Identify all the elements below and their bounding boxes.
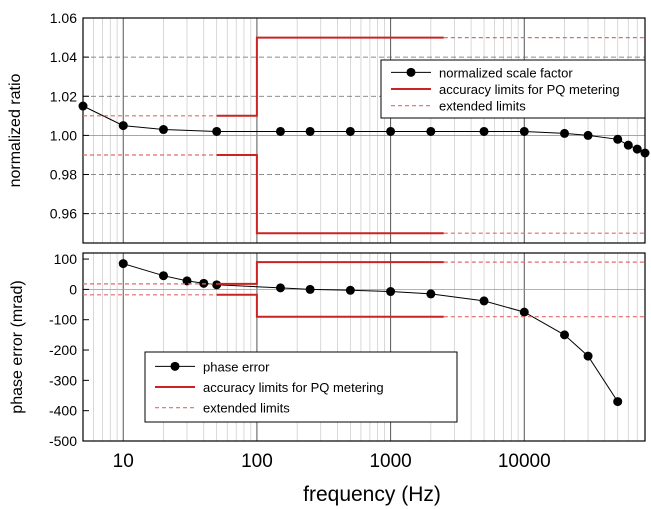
- y-tick-label: 0.96: [50, 206, 77, 222]
- y-tick-label: 0: [69, 281, 77, 297]
- y-axis-label: phase error (mrad): [9, 280, 26, 413]
- accuracy-limit-line: [216, 154, 444, 235]
- data-point: [623, 140, 633, 150]
- plot-frame: [82, 17, 646, 244]
- data-point: [212, 126, 222, 136]
- data-point: [519, 126, 529, 136]
- y-tick-label: 1.04: [50, 49, 77, 65]
- data-point: [479, 296, 489, 306]
- legend-label: accuracy limits for PQ metering: [439, 82, 620, 97]
- data-point: [640, 148, 650, 158]
- data-point: [275, 283, 285, 293]
- data-point: [426, 126, 436, 136]
- legend-marker-sample: [406, 67, 416, 77]
- x-tick-label: 100: [241, 451, 273, 472]
- data-point: [560, 128, 570, 138]
- accuracy-limit-line: [216, 36, 444, 117]
- data-point: [386, 287, 396, 297]
- y-tick-label: 1.06: [50, 10, 77, 26]
- y-tick-label: -500: [49, 433, 77, 449]
- data-point: [426, 289, 436, 299]
- data-point: [583, 351, 593, 361]
- data-point: [613, 134, 623, 144]
- data-point: [158, 271, 168, 281]
- legend-label: phase error: [203, 359, 270, 374]
- data-point: [118, 121, 128, 131]
- y-tick-label: -200: [49, 342, 77, 358]
- data-point: [583, 130, 593, 140]
- y-tick-label: -400: [49, 403, 77, 419]
- data-point: [275, 126, 285, 136]
- accuracy-limit-line: [216, 261, 444, 285]
- data-point: [632, 144, 642, 154]
- y-axis-label: normalized ratio: [7, 73, 24, 187]
- data-point: [519, 307, 529, 317]
- data-point: [386, 126, 396, 136]
- accuracy-limit-line: [216, 293, 444, 318]
- legend-marker-sample: [170, 361, 180, 371]
- legend-label: accuracy limits for PQ metering: [203, 380, 384, 395]
- plot-frame: [82, 252, 646, 442]
- y-tick-label: 100: [54, 251, 78, 267]
- legend-box: [144, 351, 458, 423]
- data-point: [182, 276, 192, 286]
- x-tick-label: 1000: [369, 451, 411, 472]
- normalized-ratio-chart: 1.06 1.04 1.02 1.00 0.98 0.96 normalized ratio…: [7, 10, 650, 244]
- data-point: [560, 330, 570, 340]
- data-point: [479, 126, 489, 136]
- y-tick-label: 1.02: [50, 88, 77, 104]
- legend-label: extended limits: [203, 401, 290, 416]
- data-point: [118, 259, 128, 269]
- y-tick-label: -100: [49, 312, 77, 328]
- y-tick-label: 0.98: [50, 167, 77, 183]
- data-point: [613, 397, 623, 407]
- data-point: [78, 101, 88, 111]
- y-tick-label: -300: [49, 372, 77, 388]
- data-point: [305, 126, 315, 136]
- y-tick-label: 1.00: [50, 127, 77, 143]
- x-tick-label: 10: [113, 451, 134, 472]
- data-point: [345, 285, 355, 295]
- data-point: [345, 126, 355, 136]
- data-point: [212, 280, 222, 290]
- data-point: [158, 125, 168, 135]
- x-axis-label: frequency (Hz): [303, 483, 441, 506]
- legend-label: normalized scale factor: [439, 65, 573, 80]
- x-tick-label: 10000: [498, 451, 551, 472]
- data-point: [305, 284, 315, 294]
- legend-label: extended limits: [439, 99, 526, 114]
